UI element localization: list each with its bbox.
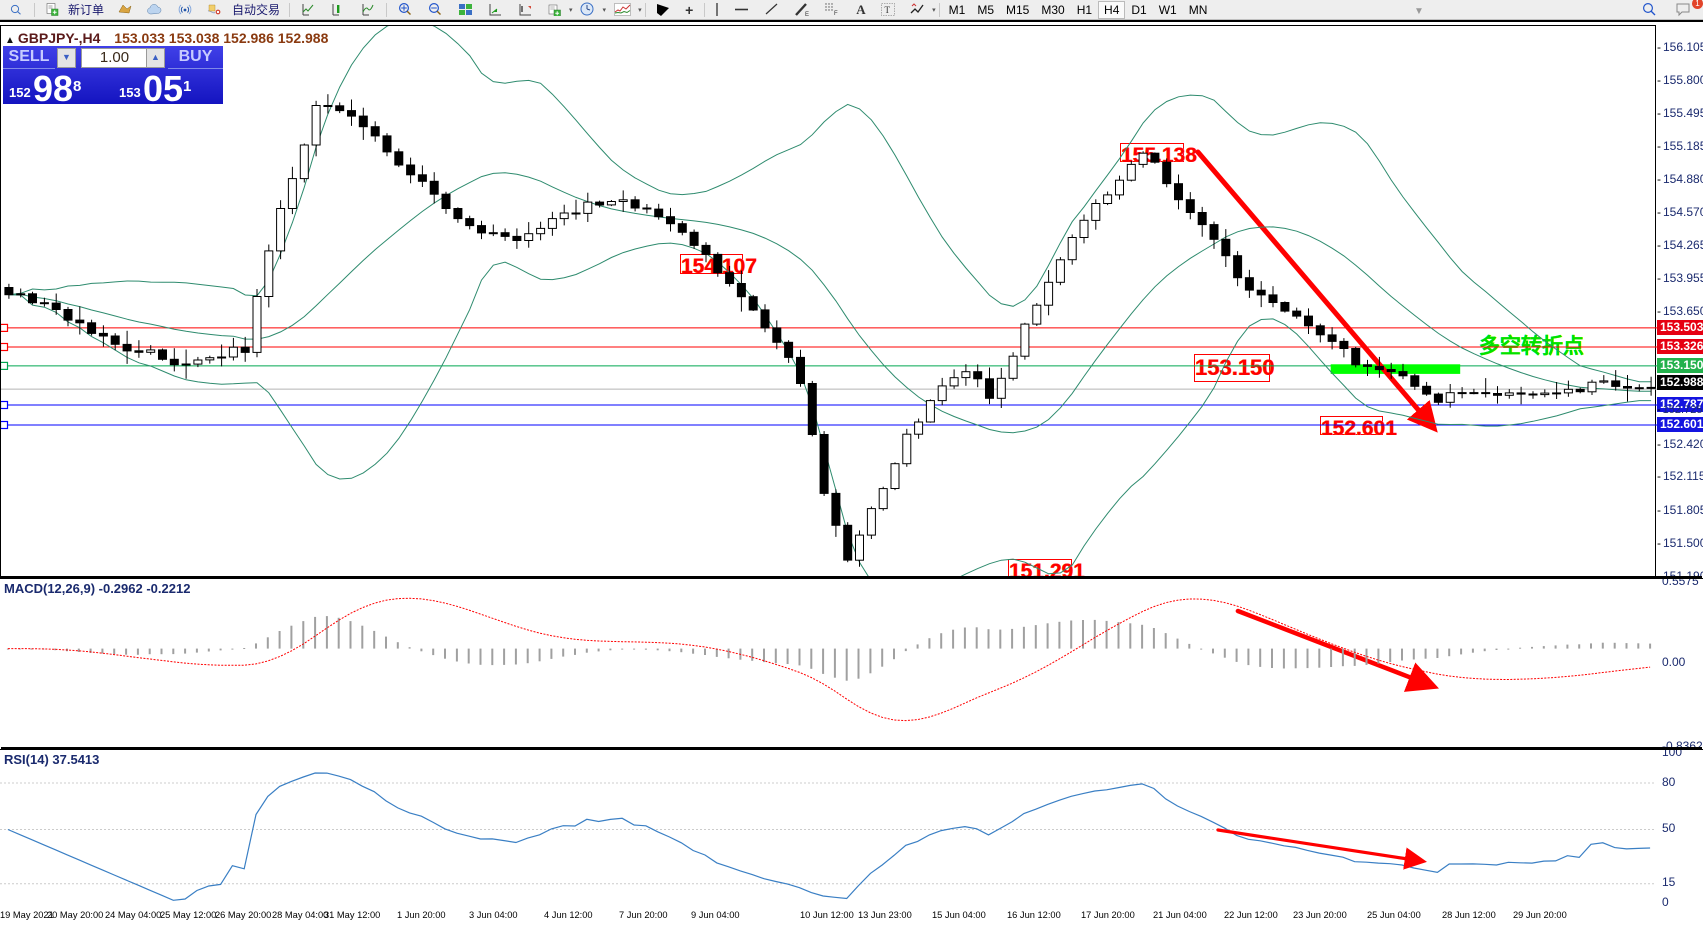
svg-text:T: T — [884, 5, 890, 15]
svg-text:F: F — [834, 11, 838, 16]
svg-text:E: E — [805, 12, 809, 17]
